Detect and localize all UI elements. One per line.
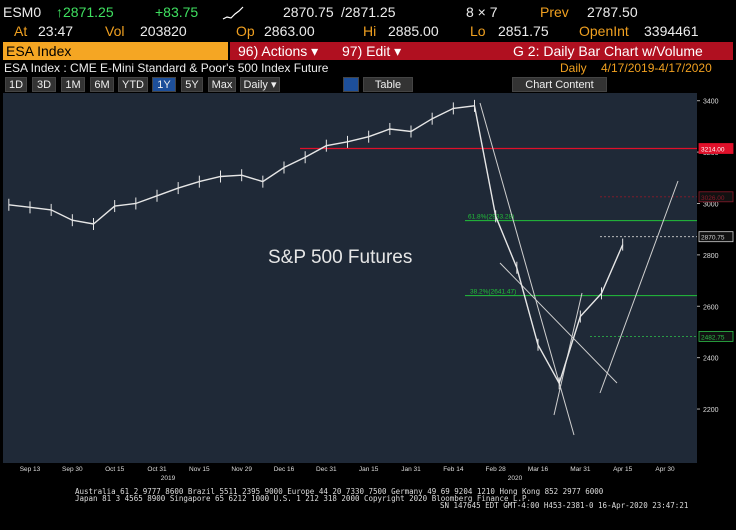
level-box xyxy=(698,330,734,342)
open-interest: 3394461 xyxy=(644,23,699,39)
fib-label: 38.2%(2641.47) xyxy=(470,289,516,296)
period-button[interactable]: YTD xyxy=(118,77,148,92)
ask: /2871.25 xyxy=(341,4,396,20)
bid: 2870.75 xyxy=(283,4,334,20)
size: 8 × 7 xyxy=(466,4,498,20)
period-button[interactable]: 6M xyxy=(90,77,114,92)
x-tick-label: Mar 16 xyxy=(528,466,549,473)
x-tick-label: Dec 16 xyxy=(274,466,295,473)
footer-line: SN 147645 EDT GMT-4:00 H453-2381-0 16-Ap… xyxy=(440,501,689,510)
y-tick-label: 3400 xyxy=(703,99,719,106)
x-tick-label: Sep 13 xyxy=(20,466,41,473)
x-tick-label: Nov 15 xyxy=(189,466,210,473)
period-button[interactable]: Max xyxy=(208,77,236,92)
oi-label: OpenInt xyxy=(579,23,629,39)
period-button[interactable]: Daily ▾ xyxy=(240,77,280,92)
y-tick-label: 3000 xyxy=(703,201,719,208)
at-label: At xyxy=(14,23,28,39)
chart-type-button[interactable] xyxy=(343,77,359,92)
vol-label: Vol xyxy=(105,23,125,39)
price-line xyxy=(8,105,624,386)
period-button[interactable]: 1Y xyxy=(152,77,176,92)
period-button[interactable]: 5Y xyxy=(181,77,203,92)
x-tick-label: Oct 15 xyxy=(105,466,125,473)
hi-label: Hi xyxy=(363,23,377,39)
x-tick-label: Feb 14 xyxy=(443,466,464,473)
y-tick-label: 2400 xyxy=(703,356,719,363)
x-tick-label: Feb 28 xyxy=(486,466,507,473)
footer-line: Japan 81 3 4565 8900 Singapore 65 6212 1… xyxy=(75,494,532,503)
x-tick-label: Dec 31 xyxy=(316,466,337,473)
toolbar: ESA Index 96) Actions ▾ 97) Edit ▾ G 2: … xyxy=(0,42,736,60)
fib-label: 61.8%(2933.28) xyxy=(468,214,514,221)
function-title: G 2: Daily Bar Chart w/Volume xyxy=(513,43,703,59)
x-tick-label: Mar 31 xyxy=(570,466,591,473)
change: +83.75 xyxy=(155,4,199,20)
lo: 2851.75 xyxy=(498,23,549,39)
year-label: 2019 xyxy=(161,475,176,482)
trend-line xyxy=(499,262,618,384)
hi: 2885.00 xyxy=(388,23,439,39)
x-tick-label: Jan 31 xyxy=(401,466,421,473)
quote-row: ESM0 ↑2871.25 +83.75 2870.75 /2871.25 8 … xyxy=(0,4,736,22)
y-tick-label: 2800 xyxy=(703,253,719,260)
level-label: 2870.75 xyxy=(701,235,725,242)
plot-area xyxy=(3,93,697,463)
trend-line xyxy=(599,180,679,394)
period-button[interactable]: 1M xyxy=(61,77,85,92)
actions-menu[interactable]: 96) Actions ▾ xyxy=(238,43,319,59)
sparkline xyxy=(222,6,244,20)
annotation: S&P 500 Futures xyxy=(268,247,412,268)
period-button[interactable]: 1D xyxy=(5,77,27,92)
prev-label: Prev xyxy=(540,4,569,20)
prev: 2787.50 xyxy=(587,4,638,20)
chart: S&P 500 Futures2200240026002800300032003… xyxy=(3,93,734,482)
level-label: 3214.00 xyxy=(701,147,725,154)
lo-label: Lo xyxy=(470,23,486,39)
footer-line: Australia 61 2 9777 8600 Brazil 5511 239… xyxy=(75,487,604,496)
x-tick-label: Oct 31 xyxy=(147,466,167,473)
chart-content-button[interactable]: Chart Content xyxy=(512,77,607,92)
op-label: Op xyxy=(236,23,255,39)
level-label: 2482.75 xyxy=(701,334,725,341)
level-box xyxy=(698,191,734,203)
level-label: 3026.00 xyxy=(701,195,725,202)
stats-row: At 23:47 Vol 203820 Op 2863.00 Hi 2885.0… xyxy=(0,23,736,41)
level-box xyxy=(698,143,734,154)
time: 23:47 xyxy=(38,23,74,39)
y-tick-label: 2600 xyxy=(703,304,719,311)
x-tick-label: Jan 15 xyxy=(359,466,379,473)
last-price: ↑2871.25 xyxy=(56,4,114,20)
y-tick-label: 2200 xyxy=(703,407,719,414)
table-button[interactable]: Table xyxy=(363,77,413,92)
x-tick-label: Apr 15 xyxy=(613,466,633,473)
button-row: Table Chart Content 1D 3D 1M 6M YTD 1Y 5Y Max Da… xyxy=(0,77,736,93)
year-label: 2020 xyxy=(508,475,523,482)
period: Daily xyxy=(560,61,587,75)
edit-menu[interactable]: 97) Edit ▾ xyxy=(342,43,402,59)
date-range: 4/17/2019-4/17/2020 xyxy=(601,61,712,75)
ticker: ESM0 xyxy=(3,4,42,20)
x-tick-label: Sep 30 xyxy=(62,466,83,473)
period-button[interactable]: 3D xyxy=(32,77,56,92)
security-field[interactable]: ESA Index xyxy=(3,42,228,60)
trend-line xyxy=(479,102,575,436)
x-tick-label: Nov 29 xyxy=(231,466,252,473)
x-tick-label: Apr 30 xyxy=(655,466,675,473)
vol: 203820 xyxy=(140,23,187,39)
menu-bar: 96) Actions ▾ 97) Edit ▾ G 2: Daily Bar … xyxy=(230,42,733,60)
op: 2863.00 xyxy=(264,23,315,39)
level-box xyxy=(698,231,734,243)
description: ESA Index : CME E-Mini Standard & Poor's… xyxy=(4,61,329,75)
